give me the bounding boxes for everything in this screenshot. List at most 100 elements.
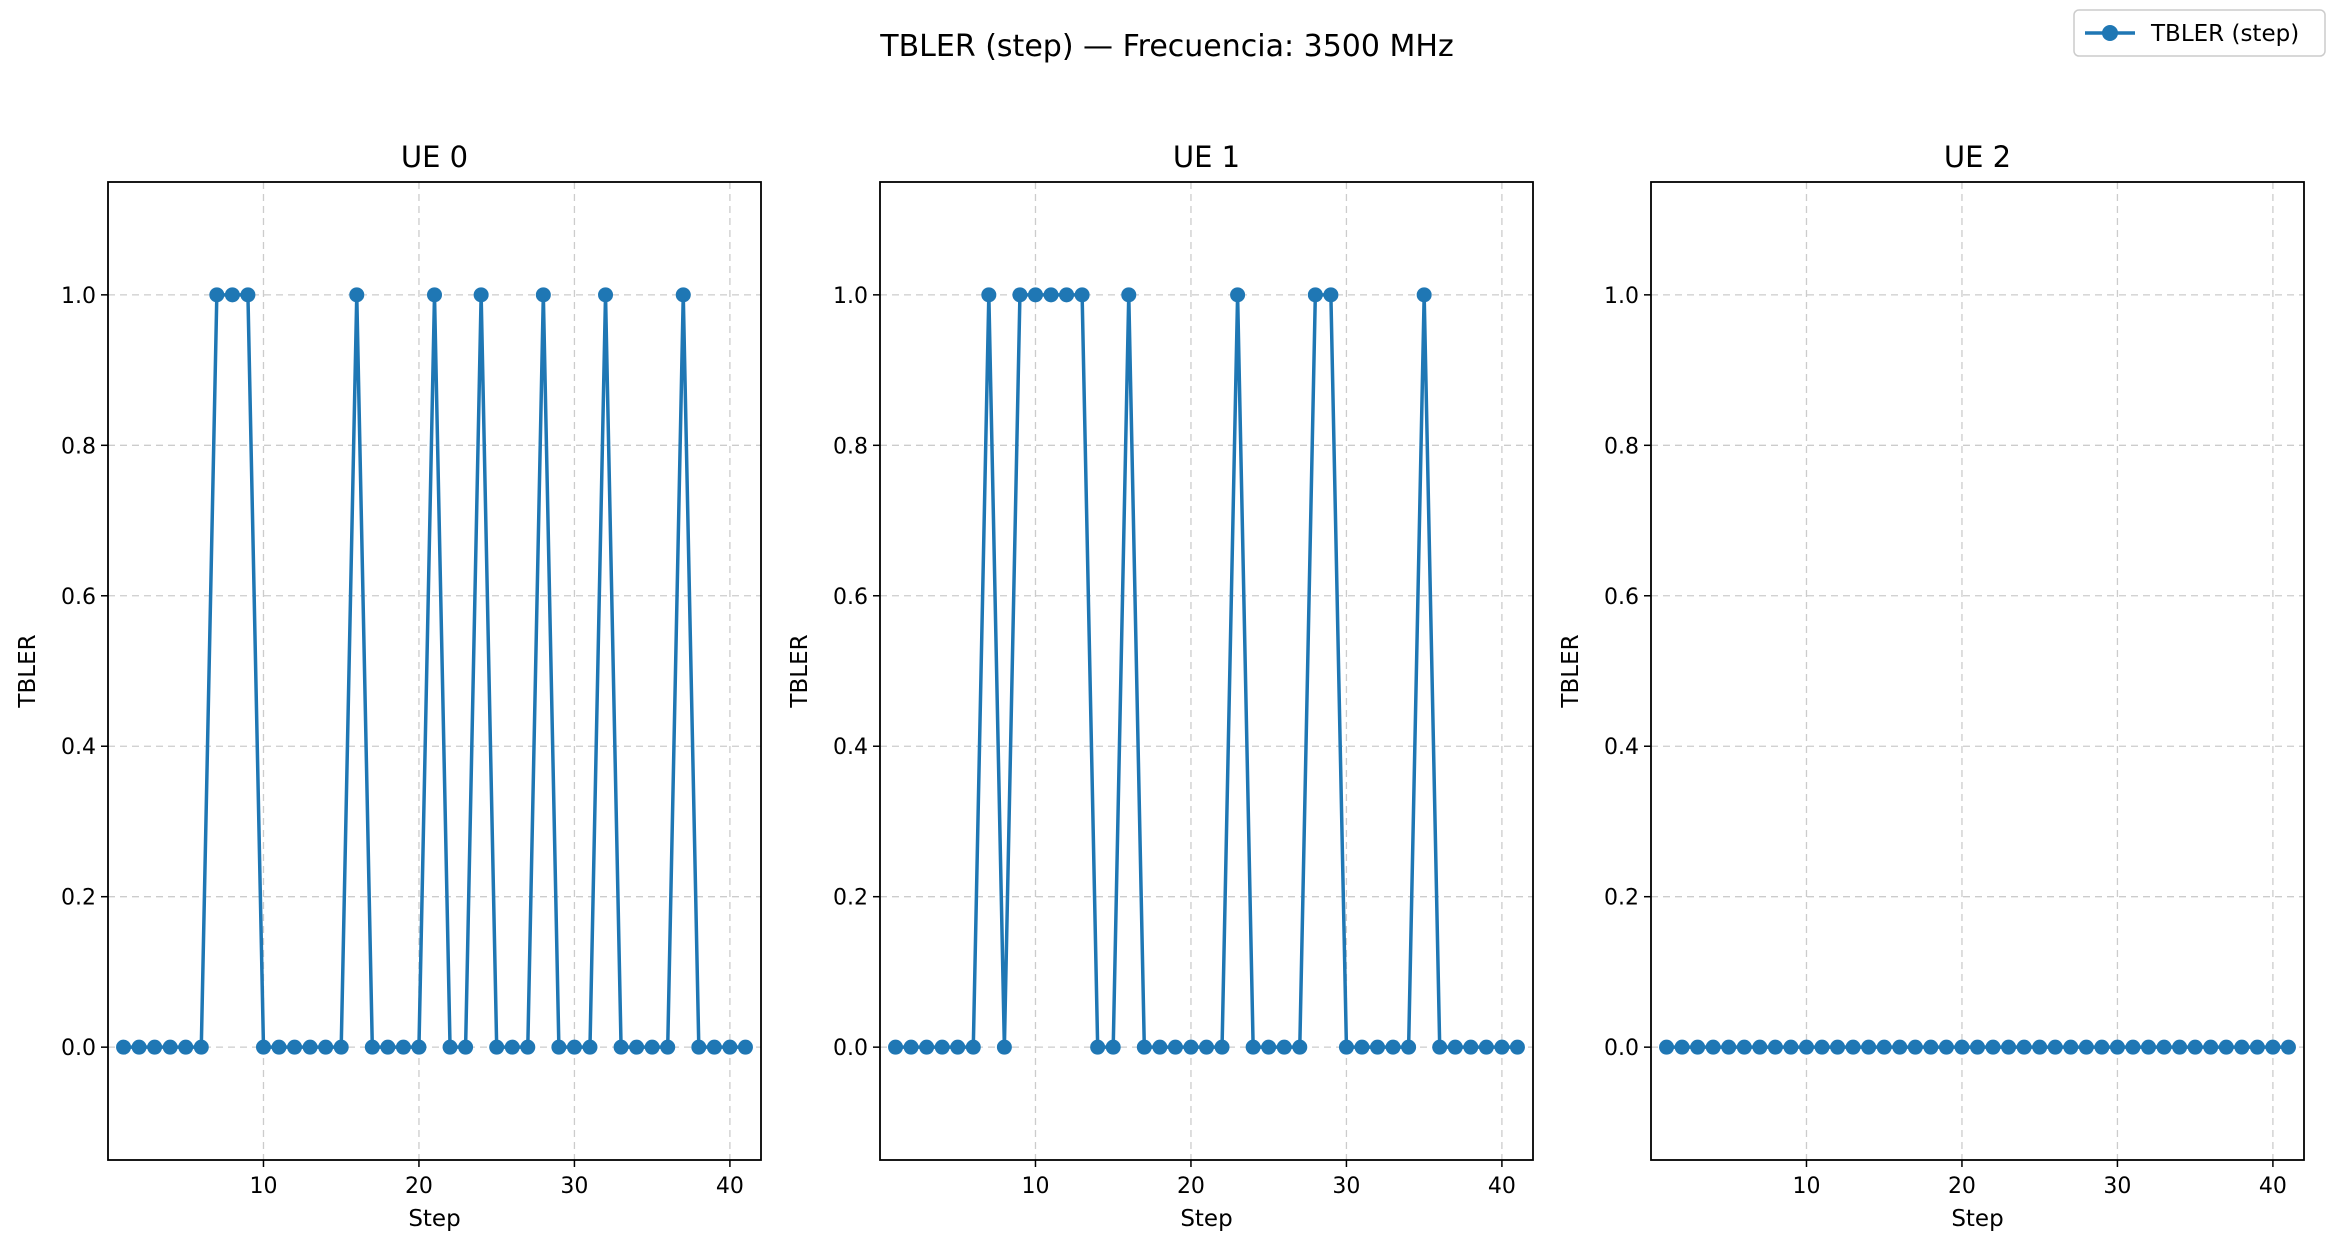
data-point (1105, 1039, 1121, 1055)
y-tick-label: 0.8 (61, 434, 96, 459)
data-point (1509, 1039, 1525, 1055)
data-point (888, 1039, 904, 1055)
data-point (965, 1039, 981, 1055)
data-point (613, 1039, 629, 1055)
data-point (996, 1039, 1012, 1055)
legend-point-marker (2102, 25, 2118, 41)
data-point (2141, 1039, 2157, 1055)
data-point (1798, 1039, 1814, 1055)
data-point (903, 1039, 919, 1055)
data-point (131, 1039, 147, 1055)
data-point (1261, 1039, 1277, 1055)
x-axis-label: Step (1180, 1206, 1232, 1232)
data-point (2218, 1039, 2234, 1055)
data-point (1674, 1039, 1690, 1055)
x-tick-label: 30 (1332, 1174, 1360, 1199)
data-point (520, 1039, 536, 1055)
data-point (2234, 1039, 2250, 1055)
y-tick-label: 0.4 (833, 735, 868, 760)
data-point (919, 1039, 935, 1055)
legend-box (2073, 9, 2326, 57)
data-point (1121, 287, 1137, 303)
data-point (1752, 1039, 1768, 1055)
data-point (1447, 1039, 1463, 1055)
data-point (271, 1039, 287, 1055)
data-point (458, 1039, 474, 1055)
data-point (2156, 1039, 2172, 1055)
data-point (2125, 1039, 2141, 1055)
data-point (302, 1039, 318, 1055)
data-point (116, 1039, 132, 1055)
data-point (240, 287, 256, 303)
data-point (1074, 287, 1090, 303)
data-point (2187, 1039, 2203, 1055)
data-point (1463, 1039, 1479, 1055)
x-axis-label: Step (1951, 1206, 2003, 1232)
data-point (598, 287, 614, 303)
data-point (1783, 1039, 1799, 1055)
data-point (706, 1039, 722, 1055)
y-axis-label: TBLER (15, 634, 41, 708)
data-point (2094, 1039, 2110, 1055)
x-tick-label: 20 (1948, 1174, 1976, 1199)
data-point (551, 1039, 567, 1055)
subplot-ue-2: 10 20 30 40 0.0 0.2 0.4 0.6 0.8 1.0 UE 2 Step TBLER (1558, 140, 2305, 1232)
data-point (411, 1039, 427, 1055)
data-point (644, 1039, 660, 1055)
data-point (193, 1039, 209, 1055)
data-point (2249, 1039, 2265, 1055)
data-point (691, 1039, 707, 1055)
x-tick-label: 10 (1021, 1174, 1049, 1199)
data-point (1401, 1039, 1417, 1055)
data-point (1861, 1039, 1877, 1055)
data-point (1027, 287, 1043, 303)
series-line (895, 293, 1518, 1049)
data-point (2063, 1039, 2079, 1055)
data-point (473, 287, 489, 303)
data-point (566, 1039, 582, 1055)
y-tick-label: 0.4 (1604, 735, 1639, 760)
legend-label: TBLER (step) (2150, 21, 2299, 47)
data-point (162, 1039, 178, 1055)
data-point (535, 287, 551, 303)
subplots: 10 20 30 400.00.20.40.60.81.0UE 0StepTBLER1… (15, 140, 2305, 1232)
data-point (147, 1039, 163, 1055)
data-point (1892, 1039, 1908, 1055)
y-axis-label: TBLER (1558, 634, 1584, 708)
data-point (629, 1039, 645, 1055)
data-point (2016, 1039, 2032, 1055)
y-tick-label: 0.2 (1604, 886, 1639, 911)
data-point (1478, 1039, 1494, 1055)
data-point (1736, 1039, 1752, 1055)
data-point (737, 1039, 753, 1055)
data-point (178, 1039, 194, 1055)
data-point (1907, 1039, 1923, 1055)
series-line (123, 293, 746, 1049)
y-axis-label: TBLER (787, 634, 813, 708)
data-point (1767, 1039, 1783, 1055)
data-point (1199, 1039, 1214, 1055)
data-point (981, 287, 997, 303)
x-axis-label: Step (408, 1206, 460, 1232)
data-point (1012, 287, 1028, 303)
data-point (1245, 1039, 1261, 1055)
y-tick-label: 0.2 (833, 886, 868, 911)
data-point (318, 1039, 334, 1055)
y-tick-label: 0.4 (61, 735, 96, 760)
data-point (364, 1039, 380, 1055)
data-point (1090, 1039, 1106, 1055)
axes-frame (107, 181, 762, 1161)
y-tick-label: 0.8 (833, 434, 868, 459)
data-point (224, 287, 240, 303)
x-tick-label: 30 (2103, 1174, 2131, 1199)
data-point (1830, 1039, 1846, 1055)
subplot-title: UE 0 (401, 140, 468, 174)
x-tick-label: 40 (1488, 1174, 1516, 1199)
data-point (2203, 1039, 2219, 1055)
x-tick-label: 10 (1792, 1174, 1820, 1199)
subplot-ue-1: 10 20 30 40 0.0 0.2 0.4 0.6 0.8 1.0 UE 1 Step TBLER (787, 140, 1534, 1232)
y-tick-label: 0.0 (61, 1036, 96, 1061)
data-point (1416, 287, 1432, 303)
y-tick-label: 1.0 (61, 284, 96, 309)
data-point (1938, 1039, 1954, 1055)
